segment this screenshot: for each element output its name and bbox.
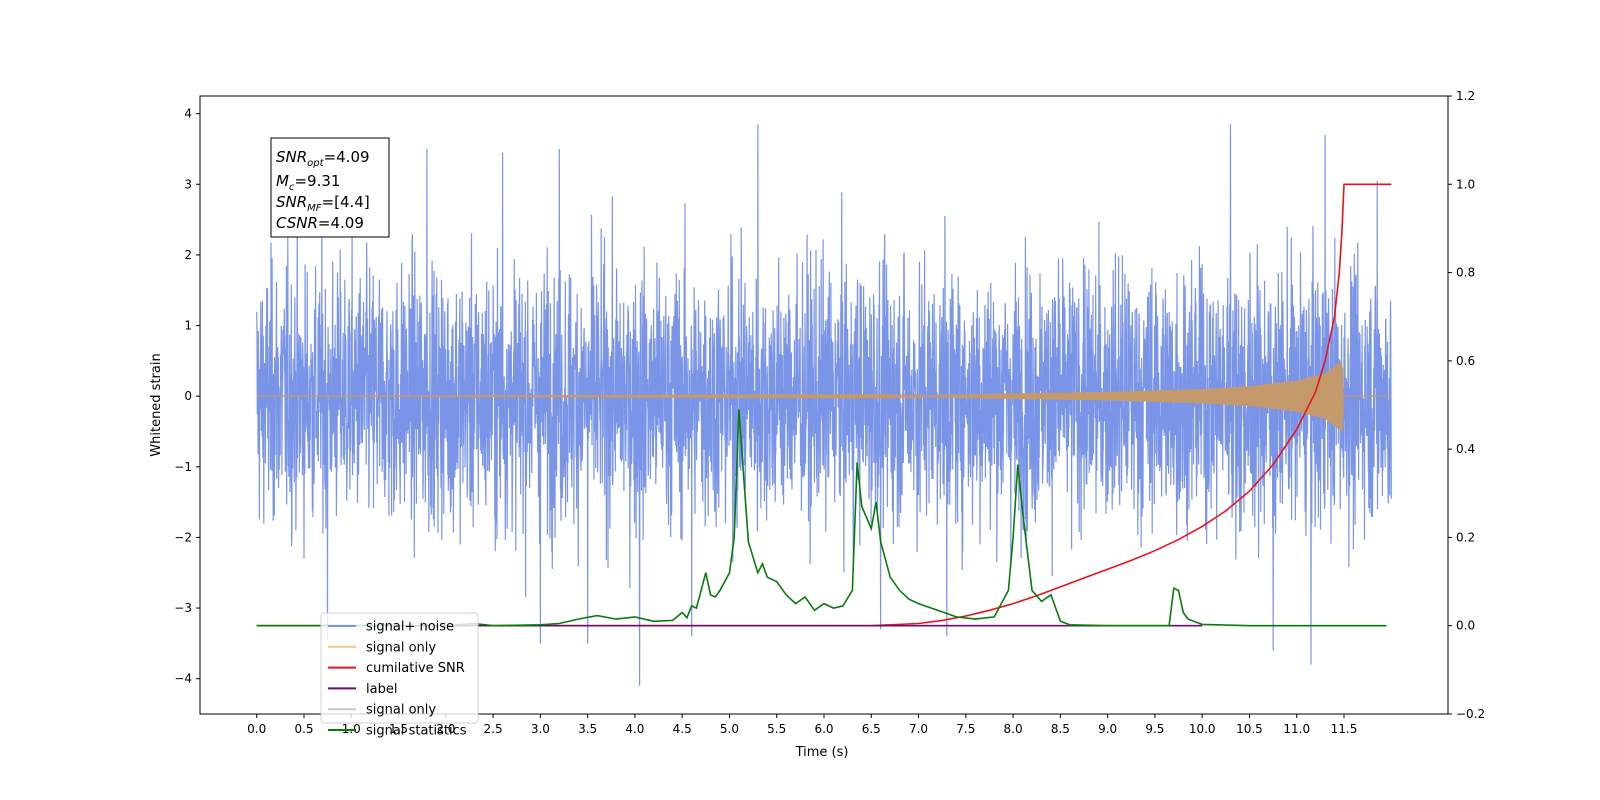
annotation-box: SNRopt=4.09 Mc=9.31 SNRMF=[4.4] CSNR=4.0… bbox=[270, 137, 390, 238]
y-axis-label: Whitened strain bbox=[149, 353, 164, 456]
x-tick-label: 9.0 bbox=[1098, 722, 1117, 736]
legend-label: signal statistics bbox=[366, 724, 467, 739]
y2-tick-label: 0.4 bbox=[1456, 442, 1475, 456]
x-tick-label: 11.0 bbox=[1283, 722, 1310, 736]
y2-tick-label: 1.0 bbox=[1456, 177, 1475, 191]
x-tick-label: 8.5 bbox=[1051, 722, 1070, 736]
x-tick-label: 9.5 bbox=[1145, 722, 1164, 736]
snr-opt-annotation: SNRopt=4.09 bbox=[276, 148, 370, 169]
x-tick-label: 2.0 bbox=[436, 722, 455, 736]
legend-label: signal+ noise bbox=[366, 620, 454, 635]
legend: signal+ noise signal only cumilative SNR la… bbox=[320, 612, 479, 739]
x-tick-label: 11.5 bbox=[1331, 722, 1358, 736]
y-tick-label: 2 bbox=[184, 248, 192, 262]
x-tick-label: 6.5 bbox=[862, 722, 881, 736]
y2-tick-label: 0.0 bbox=[1456, 619, 1475, 633]
y-tick-label: −3 bbox=[174, 601, 192, 615]
x-tick-label: 1.5 bbox=[389, 722, 408, 736]
y-tick-label: −2 bbox=[174, 530, 192, 544]
x-axis-label: Time (s) bbox=[795, 745, 849, 760]
y-tick-label: 4 bbox=[184, 107, 192, 121]
snr-mf-annotation: SNRMF=[4.4] bbox=[276, 193, 370, 214]
x-tick-label: 10.5 bbox=[1236, 722, 1263, 736]
series-signal-noise bbox=[256, 124, 1392, 686]
x-tick-label: 4.0 bbox=[625, 722, 644, 736]
y-tick-label: 1 bbox=[184, 319, 192, 333]
x-tick-label: 10.0 bbox=[1189, 722, 1216, 736]
mc-annotation: Mc=9.31 bbox=[276, 172, 340, 193]
series-cumilative-snr bbox=[256, 183, 1392, 627]
x-tick-label: 6.0 bbox=[814, 722, 833, 736]
y2-tick-label: 0.8 bbox=[1456, 266, 1475, 280]
y2-tick-label: 0.6 bbox=[1456, 354, 1475, 368]
legend-label: signal only bbox=[366, 640, 436, 655]
y-tick-label: 3 bbox=[184, 177, 192, 191]
series-signal-statistics bbox=[256, 409, 1387, 627]
x-tick-label: 7.5 bbox=[956, 722, 975, 736]
x-tick-label: 5.0 bbox=[720, 722, 739, 736]
x-tick-label: 8.0 bbox=[1004, 722, 1023, 736]
legend-label: signal only bbox=[366, 703, 436, 718]
x-axis-ticks: 0.00.51.01.52.02.53.03.54.04.55.05.56.06… bbox=[247, 714, 1357, 736]
x-tick-label: 0.5 bbox=[294, 722, 313, 736]
x-tick-label: 5.5 bbox=[767, 722, 786, 736]
x-tick-label: 7.0 bbox=[909, 722, 928, 736]
y-tick-label: 0 bbox=[184, 389, 192, 403]
y-tick-label: −4 bbox=[174, 672, 192, 686]
legend-label: label bbox=[366, 682, 397, 697]
legend-label: cumilative SNR bbox=[366, 661, 465, 676]
y-axis-ticks: 4 3 2 1 0 −1 −2 −3 −4 bbox=[174, 107, 200, 686]
y2-tick-label: 1.2 bbox=[1456, 89, 1475, 103]
x-tick-label: 0.0 bbox=[247, 722, 266, 736]
csnr-annotation: CSNR=4.09 bbox=[276, 214, 364, 232]
x-tick-label: 3.5 bbox=[578, 722, 597, 736]
y2-axis-ticks: 1.2 1.0 0.8 0.6 0.4 0.2 0.0 −0.2 bbox=[1448, 89, 1485, 721]
y2-tick-label: 0.2 bbox=[1456, 530, 1475, 544]
y2-tick-label: −0.2 bbox=[1456, 707, 1485, 721]
y-tick-label: −1 bbox=[174, 460, 192, 474]
x-tick-label: 2.5 bbox=[484, 722, 503, 736]
x-tick-label: 3.0 bbox=[531, 722, 550, 736]
series-signal-only bbox=[256, 361, 1392, 432]
x-tick-label: 4.5 bbox=[673, 722, 692, 736]
